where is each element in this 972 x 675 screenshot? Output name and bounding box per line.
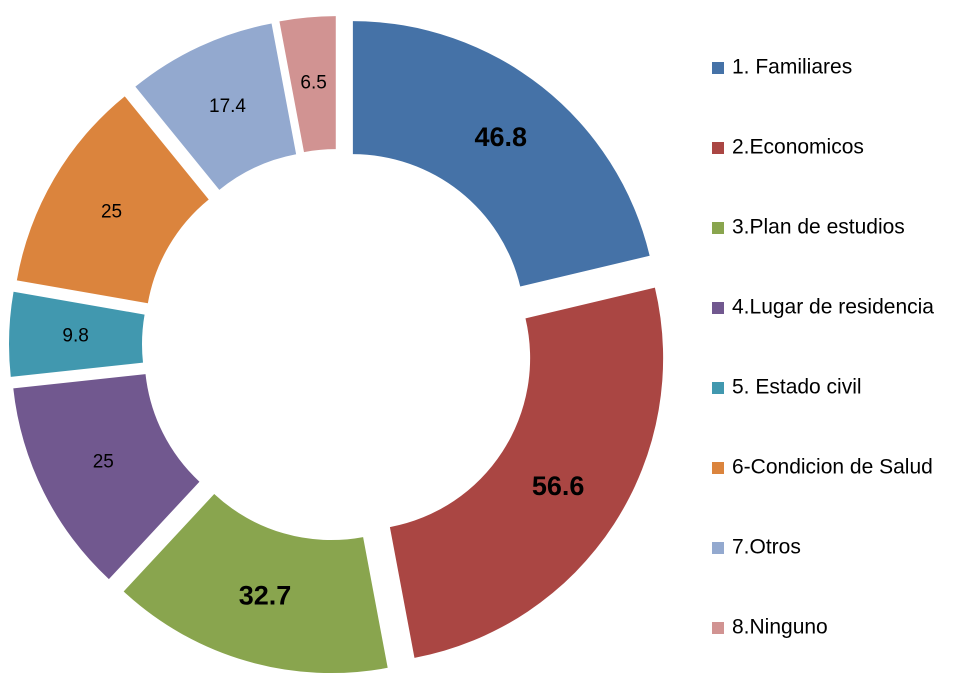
legend-swatch (712, 462, 724, 474)
data-label: 6.5 (300, 73, 326, 94)
donut-slice (135, 23, 297, 190)
legend-swatch (712, 382, 724, 394)
legend-swatch (712, 62, 724, 74)
donut-slice (13, 374, 200, 580)
data-label: 25 (101, 201, 122, 222)
donut-slice (279, 16, 336, 153)
data-label: 9.8 (62, 325, 88, 346)
legend-swatch (712, 542, 724, 554)
legend-label: 1. Familiares (732, 56, 852, 79)
legend-label: 6-Condicion de Salud (732, 456, 933, 479)
legend-swatch (712, 142, 724, 154)
legend-label: 3.Plan de estudios (732, 216, 905, 239)
legend-swatch (712, 302, 724, 314)
donut-slice (389, 287, 664, 658)
donut-slice (352, 21, 650, 287)
data-label: 17.4 (209, 96, 246, 117)
legend-label: 7.Otros (732, 536, 801, 559)
legend-label: 2.Economicos (732, 136, 864, 159)
data-label: 46.8 (475, 122, 528, 152)
donut-slice (9, 291, 145, 377)
data-label: 56.6 (532, 471, 585, 501)
legend-swatch (712, 222, 724, 234)
legend-label: 8.Ninguno (732, 616, 828, 639)
legend-label: 5. Estado civil (732, 376, 862, 399)
data-label: 25 (93, 452, 114, 473)
legend-label: 4.Lugar de residencia (732, 296, 934, 319)
donut-slice (123, 494, 388, 674)
data-label: 32.7 (239, 580, 292, 610)
donut-slice (16, 96, 209, 304)
legend-swatch (712, 622, 724, 634)
